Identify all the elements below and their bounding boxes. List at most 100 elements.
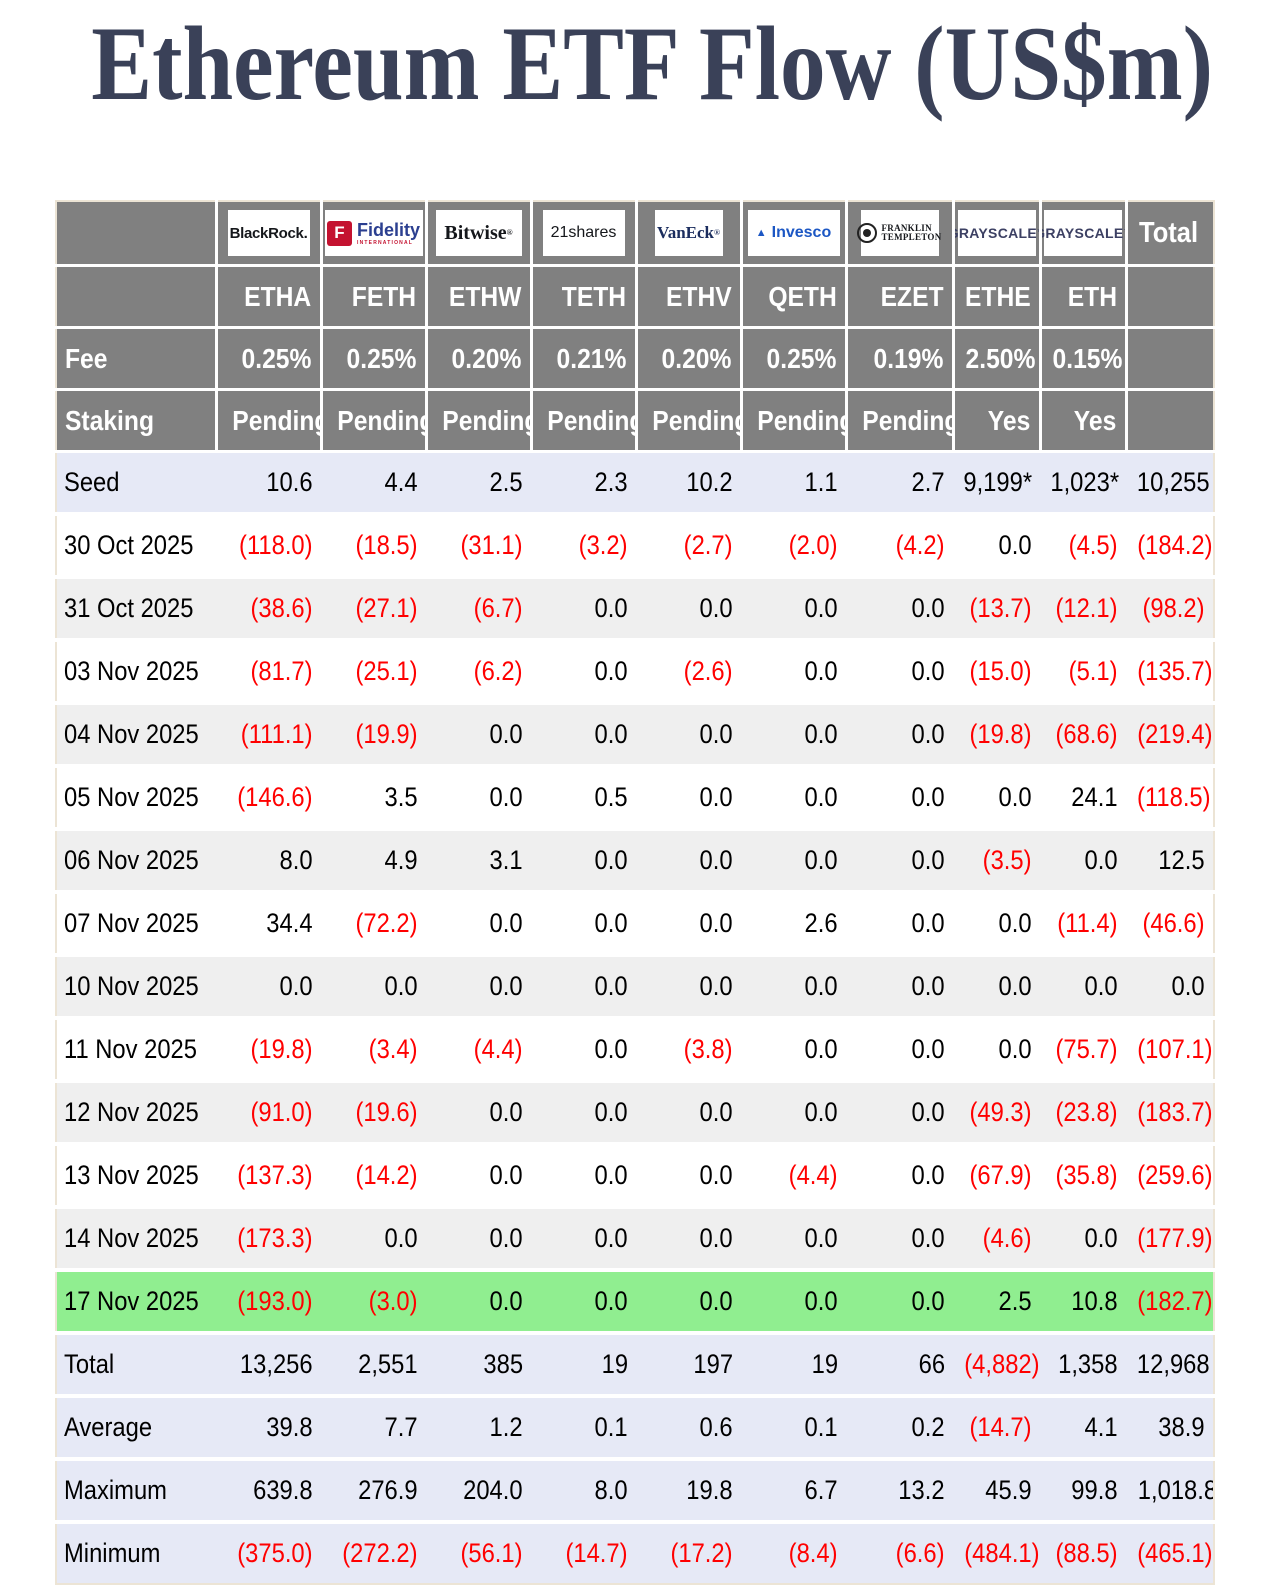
row-label-cell: 17 Nov 2025 (56, 1270, 216, 1335)
data-cell: 1,023* (1040, 451, 1126, 516)
data-cell-value: 0.0 (998, 1034, 1032, 1064)
table-row: 04 Nov 2025 (111.1) (19.9) 0.0 0.0 0.0 0.0 0.0 (… (56, 703, 1214, 768)
data-cell: (46.6) (1126, 892, 1214, 957)
data-cell-value: 0.0 (804, 656, 838, 686)
data-cell: 1,358 (1040, 1333, 1126, 1398)
table-row: 03 Nov 2025 (81.7) (25.1) (6.2) 0.0 (2.6) 0.0 0… (56, 640, 1214, 705)
data-cell-value: 0.2 (911, 1412, 945, 1442)
data-cell-value: (177.9) (1137, 1223, 1213, 1253)
table-row: 12 Nov 2025 (91.0) (19.6) 0.0 0.0 0.0 0.0 0.0 (4… (56, 1081, 1214, 1146)
table-row: 06 Nov 2025 8.0 4.9 3.1 0.0 0.0 0.0 0.0 (3.5) 0.0… (56, 829, 1214, 894)
data-cell: (4.4) (426, 1018, 531, 1083)
data-cell-value: 0.0 (1171, 971, 1205, 1001)
data-cell: (23.8) (1040, 1081, 1126, 1146)
data-cell-value: 10,255 (1136, 467, 1210, 497)
table-row: 14 Nov 2025 (173.3) 0.0 0.0 0.0 0.0 0.0 0.0 (4.6… (56, 1207, 1214, 1272)
fee-value: 0.19% (873, 342, 944, 374)
data-cell-value: (4,882) (964, 1349, 1040, 1379)
data-cell-value: 0.0 (384, 1223, 418, 1253)
data-cell: (98.2) (1126, 577, 1214, 642)
data-cell-value: (31.1) (460, 530, 523, 560)
data-cell: (219.4) (1126, 703, 1214, 768)
data-cell: 9,199* (953, 451, 1040, 516)
staking-cell: Yes (1040, 389, 1128, 453)
staking-value: Pending (861, 404, 953, 436)
data-cell: 24.1 (1040, 766, 1126, 831)
ticker-cell: QETH (741, 265, 848, 329)
row-label: 05 Nov 2025 (64, 782, 199, 812)
data-cell: (15.0) (953, 640, 1040, 705)
data-cell: (3.2) (531, 514, 636, 579)
data-cell: 8.0 (216, 829, 321, 894)
table-row: 07 Nov 2025 34.4 (72.2) 0.0 0.0 0.0 2.6 0.0 0.0 (… (56, 892, 1214, 957)
data-cell: 0.0 (953, 1018, 1040, 1083)
21shares-header-cell: 21shares (531, 201, 638, 267)
data-cell: (19.9) (321, 703, 426, 768)
row-label: 06 Nov 2025 (64, 845, 199, 875)
data-cell: (67.9) (953, 1144, 1040, 1209)
data-cell: (14.2) (321, 1144, 426, 1209)
data-cell: 0.0 (531, 577, 636, 642)
grayscale-name: GRAYSCALE (1040, 225, 1124, 241)
row-label: 10 Nov 2025 (64, 971, 199, 1001)
data-cell: (19.8) (216, 1018, 321, 1083)
data-cell-value: (107.1) (1137, 1034, 1213, 1064)
ticker-row: ETHA FETH ETHW TETH ETHV QETH EZET ETHE ETH (56, 265, 1214, 329)
row-label: 17 Nov 2025 (64, 1286, 199, 1316)
ticker-cell: TETH (531, 265, 638, 329)
corner-cell (56, 201, 218, 267)
data-cell-value: 0.0 (804, 845, 838, 875)
data-cell: 13.2 (846, 1459, 953, 1524)
data-cell-value: (27.1) (355, 593, 418, 623)
data-cell-value: 204.0 (463, 1475, 523, 1505)
data-cell-value: 10.6 (266, 467, 313, 497)
fidelity-logo: F Fidelity INTERNATIONAL (324, 210, 423, 256)
data-cell: (25.1) (321, 640, 426, 705)
21shares-logo: 21shares (542, 210, 625, 256)
data-cell: 0.0 (531, 1270, 636, 1335)
fee-value: 0.25% (241, 342, 312, 374)
data-cell-value: 0.5 (594, 782, 628, 812)
data-cell-value: 0.0 (804, 1286, 838, 1316)
data-cell-value: (118.0) (239, 530, 313, 560)
vaneck-logo: VanEck ® (654, 210, 723, 256)
data-cell: (137.3) (216, 1144, 321, 1209)
data-cell: 13,256 (216, 1333, 321, 1398)
data-cell: 0.0 (741, 1081, 846, 1146)
data-cell-value: (375.0) (237, 1538, 313, 1568)
data-cell-value: (135.7) (1137, 656, 1213, 686)
grayscale-header-cell: GRAYSCALE™ (953, 201, 1042, 267)
ticker-label: TETH (562, 280, 627, 312)
staking-value: Yes (988, 404, 1031, 436)
data-cell: 276.9 (321, 1459, 426, 1524)
data-cell: (2.0) (741, 514, 846, 579)
data-cell-value: 1,018.8 (1137, 1475, 1214, 1505)
data-cell-value: (4.6) (983, 1223, 1032, 1253)
franklin-line1: FRANKLIN (881, 222, 932, 233)
data-cell-value: 0.0 (489, 1160, 523, 1190)
etf-flow-table: BlackRock. F Fidelity INTERNATIONAL Bitwise ®… (55, 200, 1215, 1585)
data-cell-value: 0.0 (699, 845, 733, 875)
row-label-cell: 13 Nov 2025 (56, 1144, 216, 1209)
data-cell-value: 0.0 (489, 719, 523, 749)
data-cell-value: (72.2) (355, 908, 418, 938)
data-cell-value: 0.0 (911, 845, 945, 875)
data-cell-value: 7.7 (384, 1412, 418, 1442)
data-cell: 34.4 (216, 892, 321, 957)
data-cell: (31.1) (426, 514, 531, 579)
row-label-cell: 31 Oct 2025 (56, 577, 216, 642)
data-cell-value: 8.0 (594, 1475, 628, 1505)
fee-value: 0.25% (346, 342, 417, 374)
data-cell-value: 0.0 (489, 971, 523, 1001)
data-cell-value: 0.0 (998, 530, 1032, 560)
data-cell-value: 197 (693, 1349, 733, 1379)
row-label-cell: 11 Nov 2025 (56, 1018, 216, 1083)
data-cell: 0.0 (636, 577, 741, 642)
blank-header-cell (1126, 327, 1214, 391)
data-cell-value: 0.0 (998, 971, 1032, 1001)
ticker-label: ETH (1067, 280, 1117, 312)
ticker-label: QETH (768, 280, 837, 312)
data-cell-value: (19.8) (250, 1034, 313, 1064)
data-cell-value: (67.9) (969, 1160, 1032, 1190)
data-cell-value: 0.0 (489, 782, 523, 812)
